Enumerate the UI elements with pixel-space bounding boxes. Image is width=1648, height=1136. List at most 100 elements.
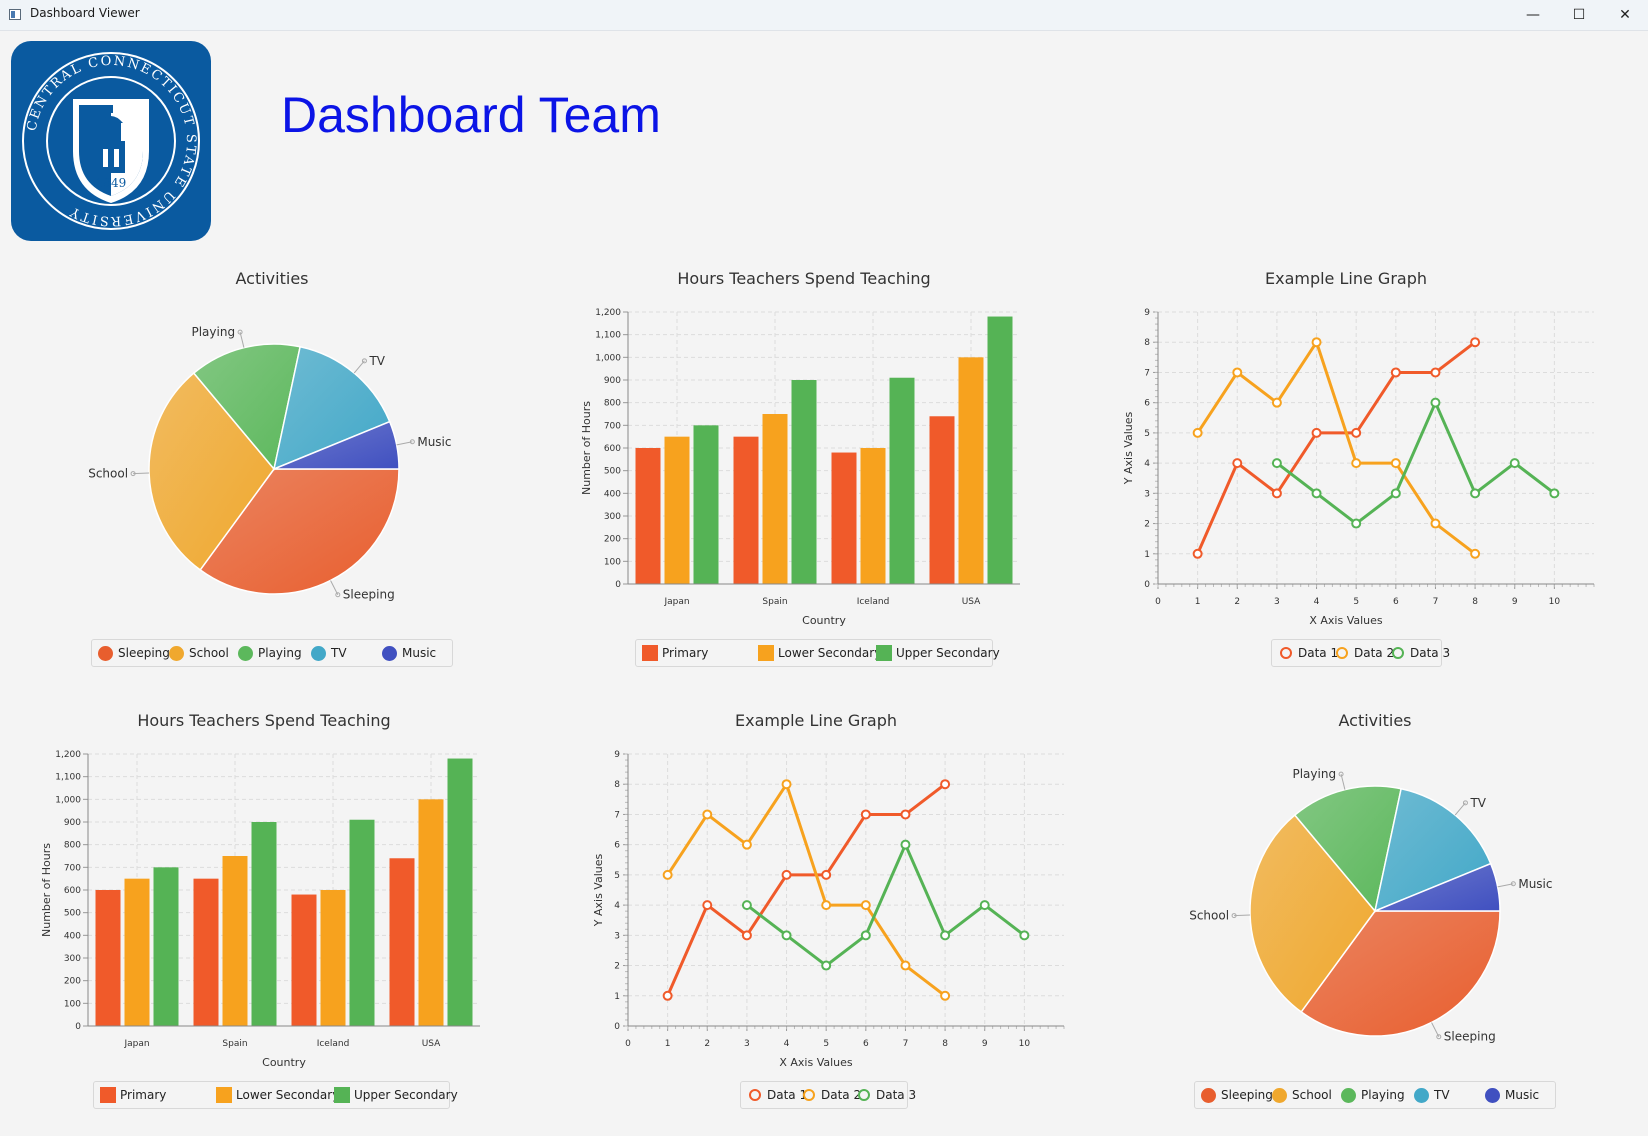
legend-label: Playing [258,646,302,660]
line-ytick-label: 0 [614,1022,620,1032]
bar-xtick-label: Iceland [857,597,890,607]
bar-xtick-label: USA [962,597,981,607]
legend-swatch [1485,1088,1500,1103]
pie-label: School [88,467,128,481]
pie-label: Playing [1292,767,1336,781]
line-ytick-label: 8 [1144,338,1150,348]
line-point [979,900,990,911]
bar-japan-lower-secondary [124,878,150,1026]
pie-label: Sleeping [343,588,395,602]
pie-label: Playing [191,325,235,339]
pie-label-dot [1510,881,1516,887]
line-xtick-label: 0 [1155,597,1161,607]
bar-iceland-primary [831,452,857,584]
bar-ytick-label: 0 [615,580,621,590]
line-title: Example Line Graph [735,711,897,730]
line-point [1390,488,1401,499]
bar-legend-bottom: Primary Lower Secondary Upper Secondary [93,1081,458,1109]
legend-label: Music [402,646,437,660]
minimize-button[interactable]: — [1526,7,1540,23]
pie-label: TV [1469,796,1486,810]
line-xtick-label: 10 [1019,1039,1031,1049]
line-ytick-label: 7 [614,810,620,820]
line-point [1470,488,1481,499]
bar-ytick-label: 800 [64,841,81,851]
legend-item: Primary [100,1082,166,1108]
bar-ytick-label: 1,200 [595,308,621,318]
legend-swatch [642,645,658,661]
line-legend-bottom: Data 1 Data 2 Data 3 [740,1081,916,1109]
line-point [1470,548,1481,559]
line-ytick-label: 8 [614,780,620,790]
legend-item: Sleeping [98,640,170,666]
bar-iceland-lower-secondary [860,448,886,584]
legend-swatch [858,1089,870,1101]
line-point [1192,548,1203,559]
line-point [940,930,951,941]
line-xtick-label: 9 [982,1039,988,1049]
line-ytick-label: 5 [614,871,620,881]
line-chart-example-bottom: Example Line Graph 0 1 2 3 4 5 6 7 8 9 0 1 2 3 4 5 6 7 8 9 10… [590,711,1065,1069]
pie-title: Activities [1339,711,1412,730]
line-xtick-label: 3 [1274,597,1280,607]
bar-xtick-label: Japan [123,1039,149,1049]
bar-ytick-label: 400 [604,489,621,499]
legend-item: School [1272,1082,1332,1108]
pie-slice-school [1249,814,1376,1013]
line-xtick-label: 4 [784,1039,790,1049]
line-ytick-label: 4 [614,901,620,911]
line-point [821,900,832,911]
legend-item: School [169,640,229,666]
legend-swatch [1392,647,1404,659]
pie-label-line [353,360,365,374]
legend-swatch [334,1087,350,1103]
legend-label: Data 2 [821,1088,862,1102]
line-xtick-label: 10 [1549,597,1561,607]
legend-item: Sleeping [1201,1082,1273,1108]
pie-label: Music [1518,877,1552,891]
bar-japan-lower-secondary [664,436,690,584]
legend-label: Data 2 [1354,646,1395,660]
line-series-1 [1196,341,1477,555]
bar-ytick-label: 1,000 [55,795,81,805]
legend-swatch [1336,647,1348,659]
line-xtick-label: 3 [744,1039,750,1049]
line-point [702,900,713,911]
line-point [1430,518,1441,529]
legend-item: Lower Secondary [216,1082,339,1108]
legend-item: Music [1485,1082,1539,1108]
line-series-1 [666,783,947,997]
bar-spain-primary [193,878,219,1026]
pie-label: Sleeping [1444,1030,1496,1044]
legend-item: Playing [238,640,302,666]
line-point [1390,367,1401,378]
legend-item: Data 1 [747,1082,807,1108]
maximize-button[interactable]: ☐ [1572,7,1586,23]
legend-item: Data 3 [856,1082,916,1108]
line-ytick-label: 0 [1144,580,1150,590]
line-xtick-label: 1 [665,1039,671,1049]
line-point [860,809,871,820]
pie-label-line [396,441,413,446]
legend-label: Sleeping [1221,1088,1273,1102]
bar-spain-lower-secondary [222,856,248,1026]
line-ytick-label: 6 [1144,399,1150,409]
line-point [900,839,911,850]
bar-ytick-label: 600 [604,444,621,454]
legend-swatch [1341,1088,1356,1103]
line-xtick-label: 2 [704,1039,710,1049]
pie-label-dot [409,439,415,445]
line-point [741,930,752,941]
line-xtick-label: 0 [625,1039,631,1049]
line-series-2 [1196,340,1477,555]
close-button[interactable]: ✕ [1619,7,1631,23]
pie-chart-activities-bottom: Activities Sleeping School Playing TV Music [1175,711,1555,1044]
line-ytick-label: 4 [1144,459,1150,469]
line-xtick-label: 2 [1234,597,1240,607]
legend-item: Primary [642,640,708,666]
line-point [821,960,832,971]
bar-spain-upper-secondary [791,380,817,584]
pie-label-dot [361,358,367,364]
bar-ytick-label: 800 [604,399,621,409]
line-xtick-label: 5 [823,1039,829,1049]
